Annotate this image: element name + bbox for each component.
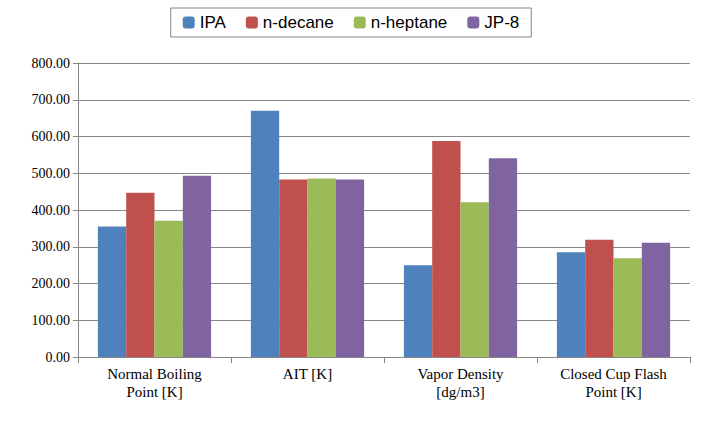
svg-text:600.00: 600.00: [32, 129, 71, 144]
svg-text:AIT [K]: AIT [K]: [283, 366, 332, 382]
svg-text:400.00: 400.00: [32, 203, 71, 218]
svg-text:500.00: 500.00: [32, 166, 71, 181]
svg-text:[dg/m3]: [dg/m3]: [436, 384, 484, 400]
svg-text:n-decane: n-decane: [263, 13, 334, 32]
svg-text:Normal Boiling: Normal Boiling: [107, 366, 202, 382]
svg-text:n-heptane: n-heptane: [371, 13, 448, 32]
svg-text:200.00: 200.00: [32, 276, 71, 291]
svg-text:IPA: IPA: [200, 13, 227, 32]
svg-text:300.00: 300.00: [32, 239, 71, 254]
svg-text:0.00: 0.00: [46, 350, 71, 365]
svg-text:100.00: 100.00: [32, 313, 71, 328]
svg-text:Closed Cup Flash: Closed Cup Flash: [560, 366, 667, 382]
svg-text:Point [K]: Point [K]: [585, 384, 641, 400]
svg-text:700.00: 700.00: [32, 92, 71, 107]
svg-text:Vapor Density: Vapor Density: [417, 366, 504, 382]
svg-text:JP-8: JP-8: [484, 13, 519, 32]
svg-text:Point [K]: Point [K]: [126, 384, 182, 400]
svg-text:800.00: 800.00: [32, 56, 71, 71]
